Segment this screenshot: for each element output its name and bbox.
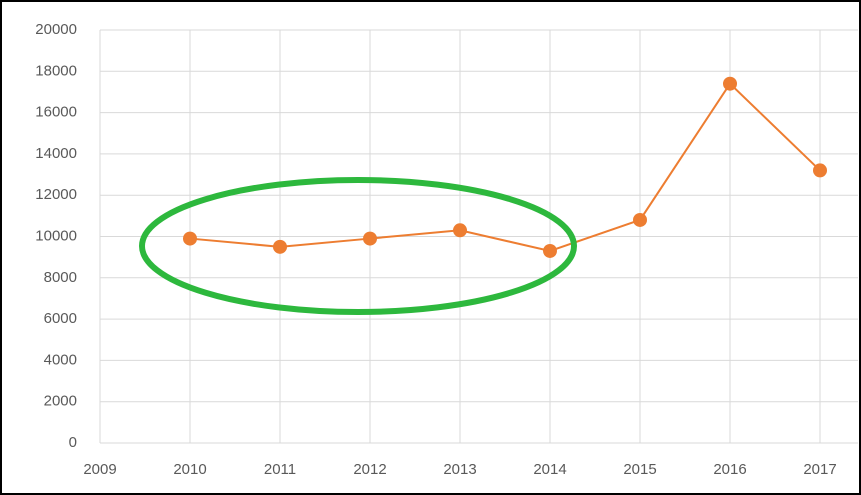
data-point <box>453 223 467 238</box>
x-tick-label: 2009 <box>83 461 116 478</box>
y-tick-label: 0 <box>69 434 77 451</box>
y-tick-label: 14000 <box>35 145 77 162</box>
data-point <box>183 231 197 246</box>
y-tick-label: 8000 <box>44 269 77 286</box>
y-tick-label: 2000 <box>44 393 77 410</box>
x-tick-label: 2012 <box>353 461 386 478</box>
y-tick-label: 16000 <box>35 104 77 121</box>
x-tick-label: 2015 <box>623 461 656 478</box>
highlight-ellipse <box>139 177 577 315</box>
y-tick-label: 4000 <box>44 351 77 368</box>
y-tick-label: 6000 <box>44 310 77 327</box>
y-tick-label: 18000 <box>35 62 77 79</box>
x-tick-label: 2010 <box>173 461 206 478</box>
x-tick-label: 2014 <box>533 461 566 478</box>
series-line <box>189 82 821 252</box>
y-tick-label: 20000 <box>35 21 77 38</box>
data-point <box>363 231 377 246</box>
y-tick-label: 12000 <box>35 186 77 203</box>
data-point <box>543 243 557 258</box>
data-point <box>813 163 827 178</box>
x-tick-label: 2017 <box>803 461 836 478</box>
data-point <box>723 76 737 91</box>
x-tick-label: 2013 <box>443 461 476 478</box>
y-tick-label: 10000 <box>35 227 77 244</box>
data-point <box>633 212 647 227</box>
x-tick-label: 2011 <box>264 461 296 478</box>
data-point <box>273 239 287 254</box>
x-tick-label: 2016 <box>713 461 746 478</box>
